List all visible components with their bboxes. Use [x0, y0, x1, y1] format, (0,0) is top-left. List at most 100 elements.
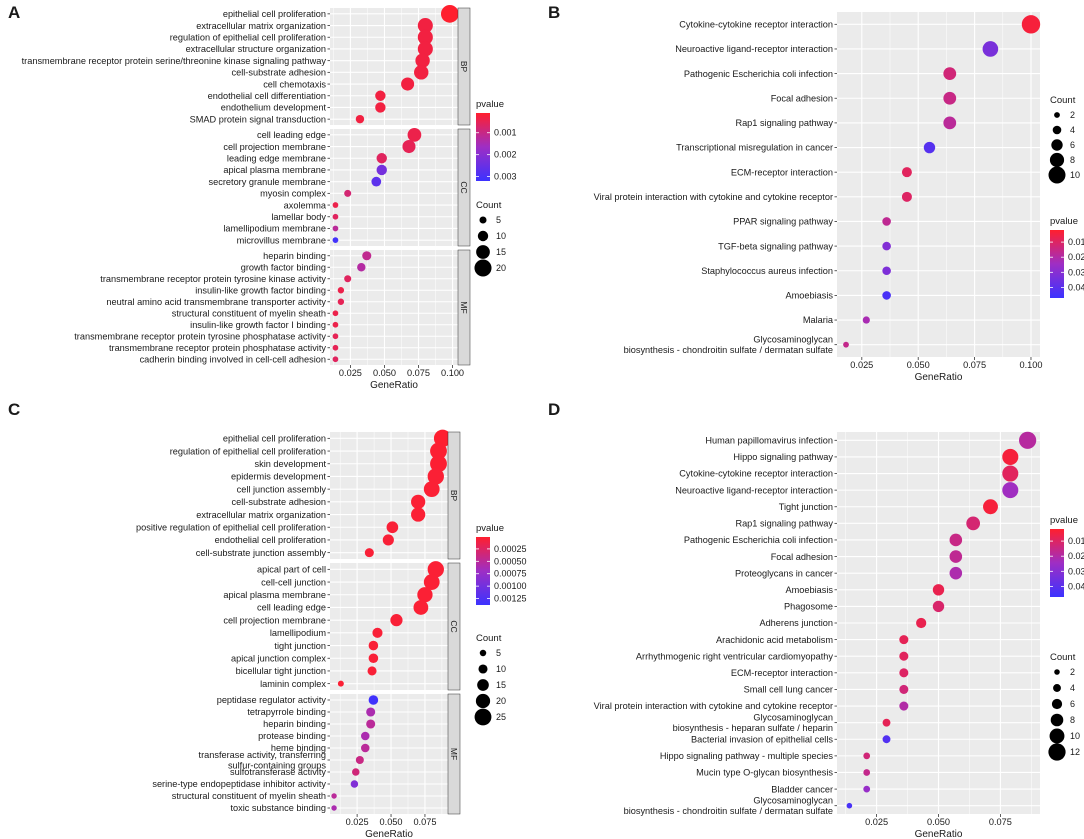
- pvalue-tick-label: 0.00125: [494, 594, 527, 604]
- term-label: extracellular structure organization: [186, 44, 326, 54]
- data-point: [949, 533, 963, 547]
- facet-background: [330, 129, 458, 246]
- term-label: Phagosome: [784, 602, 833, 612]
- count-key-label: 8: [1070, 715, 1075, 725]
- pvalue-tick-label: 0.01: [1068, 536, 1084, 546]
- term-label: cell leading edge: [257, 603, 326, 613]
- facet-strip-label: CC: [459, 181, 469, 193]
- data-point: [901, 191, 912, 202]
- panel-letter: D: [548, 400, 560, 419]
- facet-background: [837, 12, 1040, 357]
- x-tick-label: 0.050: [907, 360, 930, 370]
- data-point: [1019, 431, 1037, 449]
- term-label: endothelium development: [221, 103, 327, 113]
- facet-BP: epithelial cell proliferation regulation …: [136, 429, 461, 560]
- term-label: Focal adhesion: [771, 552, 833, 562]
- term-label: Tight junction: [779, 502, 833, 512]
- panel-B: B Cytokine-cytokine receptor interaction N…: [548, 3, 1084, 383]
- term-label: PPAR signaling pathway: [733, 217, 833, 227]
- pvalue-colorbar: [476, 113, 490, 181]
- x-tick-label: 0.075: [407, 368, 430, 378]
- data-point: [882, 266, 891, 276]
- count-key-label: 2: [1070, 110, 1075, 120]
- term-label: Viral protein interaction with cytokine …: [594, 701, 833, 711]
- term-label: axolemma: [284, 200, 327, 210]
- term-label: Neuroactive ligand-receptor interaction: [675, 485, 833, 495]
- facet-CC: apical part of cell cell-cell junction api…: [223, 561, 461, 691]
- facet-strip-label: BP: [449, 490, 459, 502]
- term-label: lamellipodium: [270, 628, 327, 638]
- data-point: [366, 707, 376, 717]
- term-label: extracellular matrix organization: [196, 21, 326, 31]
- data-point: [982, 41, 999, 57]
- term-label: Mucin type O-glycan biosynthesis: [696, 768, 833, 778]
- term-label: laminin complex: [260, 679, 326, 689]
- count-key-label: 10: [496, 231, 506, 241]
- term-label: extracellular matrix organization: [196, 510, 326, 520]
- data-point: [949, 566, 963, 580]
- count-key: [477, 230, 489, 242]
- x-tick-label: 0.025: [850, 360, 873, 370]
- data-point: [846, 802, 853, 809]
- x-tick-label: 0.075: [963, 360, 986, 370]
- data-point: [332, 202, 339, 208]
- count-key: [478, 664, 488, 674]
- data-point: [899, 635, 909, 645]
- x-tick-label: 0.100: [441, 368, 464, 378]
- term-label: cell-cell junction: [261, 577, 326, 587]
- data-point: [882, 217, 891, 226]
- term-label: Glycosaminoglycan biosynthesis - chondroi…: [624, 796, 833, 816]
- data-point: [417, 18, 433, 34]
- pvalue-tick-label: 0.01: [1068, 237, 1084, 247]
- data-point: [367, 666, 377, 676]
- term-label: heparin binding: [263, 719, 326, 729]
- term-label: lamellar body: [271, 212, 326, 222]
- term-label: Glycosaminoglycan biosynthesis - heparan …: [673, 713, 833, 733]
- term-label: Arachidonic acid metabolism: [716, 635, 833, 645]
- count-key-label: 15: [496, 680, 506, 690]
- term-label: Amoebiasis: [786, 585, 834, 595]
- term-label: transmembrane receptor protein serine/th…: [22, 56, 327, 66]
- count-key: [1048, 743, 1066, 761]
- facet-strip: [457, 249, 471, 366]
- count-legend: Count 2 4 6 8 10 12: [1048, 652, 1080, 761]
- count-key-label: 10: [496, 664, 506, 674]
- count-legend: Count 5 10 15 20: [474, 200, 506, 277]
- pvalue-legend: pvalue 0.00025 0.00050 0.00075 0.00100 0.0012…: [476, 523, 527, 605]
- x-tick-label: 0.025: [346, 817, 369, 827]
- data-point: [344, 189, 352, 197]
- data-point: [332, 344, 339, 351]
- data-point: [440, 4, 459, 23]
- count-key-label: 5: [496, 648, 501, 658]
- data-point: [337, 287, 345, 294]
- count-key: [1049, 152, 1065, 168]
- term-label: cell projection membrane: [223, 615, 326, 625]
- term-label: heme binding: [271, 743, 326, 753]
- term-label: Proteoglycans in cancer: [735, 568, 833, 578]
- term-label: Cytokine-cytokine receptor interaction: [679, 469, 833, 479]
- term-label: bicellular tight junction: [236, 666, 326, 676]
- facet-background: [330, 694, 448, 814]
- term-label: epithelial cell proliferation: [223, 9, 326, 19]
- term-label: Arrhythmogenic right ventricular cardiom…: [636, 651, 834, 661]
- count-key: [1051, 698, 1063, 710]
- pvalue-legend-title: pvalue: [476, 99, 504, 110]
- x-axis: 0.025 0.050 0.075 0.100 GeneRatio: [850, 357, 1042, 383]
- term-label: Cytokine-cytokine receptor interaction: [679, 20, 833, 30]
- data-point: [417, 587, 433, 603]
- count-key-label: 5: [496, 215, 501, 225]
- data-point: [350, 780, 359, 788]
- data-point: [332, 213, 339, 220]
- term-label: apical plasma membrane: [223, 590, 326, 600]
- term-label: microvillus membrane: [237, 235, 326, 245]
- term-label: ECM-receptor interaction: [731, 167, 833, 177]
- facet-strip: [447, 431, 461, 560]
- data-point: [949, 550, 963, 563]
- data-point: [375, 90, 386, 101]
- term-label: toxic substance binding: [230, 803, 326, 813]
- term-label: Malaria: [803, 315, 834, 325]
- count-key: [475, 693, 491, 709]
- x-axis-title: GeneRatio: [915, 829, 963, 839]
